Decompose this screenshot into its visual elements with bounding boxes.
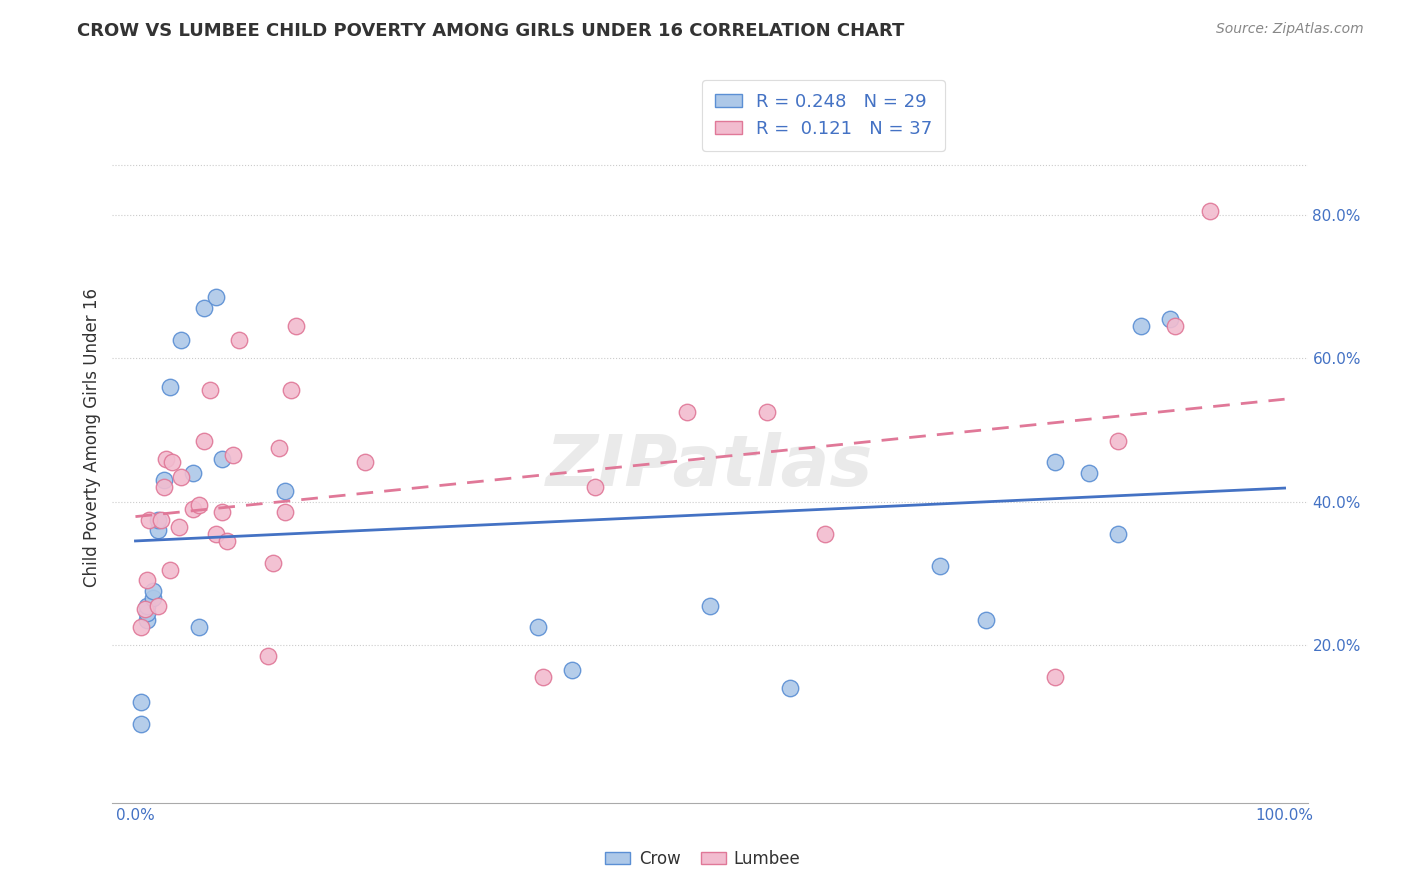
Point — [274, 483, 297, 498]
Point — [187, 498, 209, 512]
Point — [205, 290, 228, 304]
Point — [1043, 455, 1066, 469]
Point — [1199, 204, 1222, 219]
Point — [211, 451, 233, 466]
Point — [159, 563, 181, 577]
Point — [167, 519, 190, 533]
Point — [129, 717, 152, 731]
Point — [148, 512, 170, 526]
Point — [274, 505, 297, 519]
Point — [779, 681, 801, 695]
Point — [136, 574, 159, 588]
Point — [256, 648, 278, 663]
Point — [262, 556, 284, 570]
Point — [561, 663, 583, 677]
Point — [222, 448, 245, 462]
Point — [269, 441, 291, 455]
Point — [211, 505, 233, 519]
Point — [676, 405, 699, 419]
Point — [170, 469, 193, 483]
Point — [142, 591, 165, 606]
Point — [193, 301, 215, 315]
Point — [198, 384, 221, 398]
Point — [170, 333, 193, 347]
Point — [814, 527, 837, 541]
Point — [699, 599, 721, 613]
Point — [138, 512, 160, 526]
Point — [1159, 311, 1181, 326]
Point — [1107, 527, 1129, 541]
Point — [217, 534, 239, 549]
Point — [1129, 318, 1152, 333]
Point — [531, 670, 554, 684]
Point — [149, 512, 172, 526]
Point — [181, 466, 204, 480]
Point — [583, 480, 606, 494]
Point — [136, 599, 159, 613]
Text: ZIPatlas: ZIPatlas — [547, 432, 873, 500]
Point — [526, 620, 548, 634]
Point — [181, 501, 204, 516]
Y-axis label: Child Poverty Among Girls Under 16: Child Poverty Among Girls Under 16 — [83, 287, 101, 587]
Point — [134, 602, 156, 616]
Point — [159, 380, 181, 394]
Point — [153, 480, 176, 494]
Point — [1164, 318, 1187, 333]
Point — [354, 455, 377, 469]
Point — [974, 613, 997, 627]
Point — [142, 584, 165, 599]
Point — [756, 405, 779, 419]
Text: Source: ZipAtlas.com: Source: ZipAtlas.com — [1216, 22, 1364, 37]
Point — [129, 695, 152, 709]
Point — [153, 473, 176, 487]
Point — [193, 434, 215, 448]
Point — [228, 333, 250, 347]
Point — [129, 620, 152, 634]
Point — [136, 613, 159, 627]
Point — [148, 524, 170, 538]
Point — [1107, 434, 1129, 448]
Legend: R = 0.248   N = 29, R =  0.121   N = 37: R = 0.248 N = 29, R = 0.121 N = 37 — [702, 80, 945, 151]
Point — [205, 527, 228, 541]
Point — [285, 318, 308, 333]
Point — [187, 620, 209, 634]
Point — [155, 451, 177, 466]
Legend: Crow, Lumbee: Crow, Lumbee — [599, 844, 807, 875]
Text: CROW VS LUMBEE CHILD POVERTY AMONG GIRLS UNDER 16 CORRELATION CHART: CROW VS LUMBEE CHILD POVERTY AMONG GIRLS… — [77, 22, 904, 40]
Point — [148, 599, 170, 613]
Point — [1078, 466, 1101, 480]
Point — [928, 559, 950, 574]
Point — [162, 455, 183, 469]
Point — [136, 606, 159, 620]
Point — [1043, 670, 1066, 684]
Point — [280, 384, 302, 398]
